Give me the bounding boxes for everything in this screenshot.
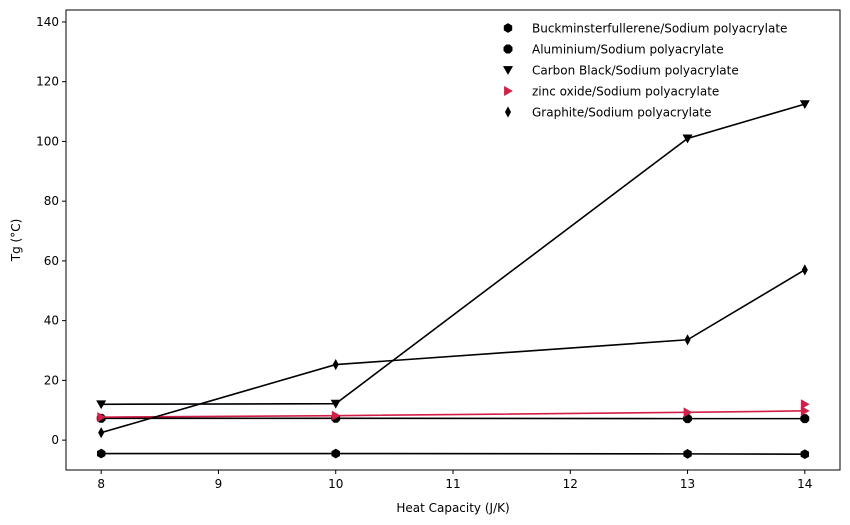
x-tick-label: 8 — [97, 477, 105, 491]
y-tick-label: 100 — [36, 134, 59, 148]
legend-marker — [502, 66, 514, 75]
data-point-graphite-sodium-polyacrylate — [98, 427, 105, 439]
data-point-zinc-oxide-sodium-polyacrylate — [800, 405, 810, 416]
data-point-carbon-black-sodium-polyacrylate — [682, 134, 693, 144]
x-tick-label: 12 — [563, 477, 578, 491]
series-layer — [96, 100, 810, 460]
series-zinc-oxide-sodium-polyacrylate — [97, 405, 810, 423]
legend-marker — [503, 23, 513, 33]
series-graphite-sodium-polyacrylate — [98, 264, 808, 439]
legend: Buckminsterfullerene/Sodium polyacrylate… — [502, 22, 787, 120]
data-point-aluminium-sodium-polyacrylate — [683, 414, 692, 424]
legend-item-aluminium-sodium-polyacrylate: Aluminium/Sodium polyacrylate — [503, 43, 724, 57]
series-line-graphite-sodium-polyacrylate — [100, 269, 806, 434]
y-tick-label: 60 — [44, 254, 59, 268]
legend-label: Buckminsterfullerene/Sodium polyacrylate — [532, 22, 787, 36]
legend-label: zinc oxide/Sodium polyacrylate — [532, 85, 719, 99]
data-point-carbon-black-sodium-polyacrylate — [330, 399, 341, 409]
data-point-aluminium-sodium-polyacrylate — [800, 414, 810, 424]
legend-item-zinc-oxide-sodium-polyacrylate: zinc oxide/Sodium polyacrylate — [504, 85, 719, 99]
data-point-buckminsterfullerene-sodium-polyacrylate — [683, 449, 692, 459]
legend-item-carbon-black-sodium-polyacrylate: Carbon Black/Sodium polyacrylate — [502, 64, 739, 78]
data-point-zinc-oxide-sodium-polyacrylate — [331, 410, 341, 421]
data-point-graphite-sodium-polyacrylate — [332, 358, 339, 371]
data-point-buckminsterfullerene-sodium-polyacrylate — [96, 448, 106, 459]
data-point-buckminsterfullerene-sodium-polyacrylate — [331, 448, 340, 459]
y-axis: 0 20 40 60 80 100 120 140 — [36, 15, 66, 447]
legend-item-buckminsterfullerene-sodium-polyacrylate: Buckminsterfullerene/Sodium polyacrylate — [503, 22, 787, 36]
series-line-buckminsterfullerene-sodium-polyacrylate — [101, 452, 805, 455]
legend-marker — [503, 44, 513, 54]
data-point-graphite-sodium-polyacrylate — [684, 334, 691, 346]
y-tick-label: 140 — [36, 15, 59, 29]
series-line-carbon-black-sodium-polyacrylate — [101, 103, 806, 406]
x-tick-label: 11 — [445, 477, 460, 491]
x-axis: 8 9 10 11 12 13 14 — [97, 470, 812, 491]
data-point-zinc-oxide-sodium-polyacrylate — [97, 412, 107, 423]
data-point-buckminsterfullerene-sodium-polyacrylate — [800, 449, 810, 460]
data-point-zinc-oxide-sodium-polyacrylate — [683, 407, 693, 418]
x-tick-label: 13 — [680, 477, 695, 491]
x-tick-label: 14 — [797, 477, 812, 491]
series-buckminsterfullerene-sodium-polyacrylate — [96, 448, 810, 460]
legend-label: Graphite/Sodium polyacrylate — [532, 106, 711, 120]
data-point-zinc-oxide-sodium-polyacrylate — [800, 399, 810, 410]
series-aluminium-sodium-polyacrylate — [96, 413, 810, 424]
y-tick-label: 0 — [51, 433, 59, 447]
legend-item-graphite-sodium-polyacrylate: Graphite/Sodium polyacrylate — [504, 106, 711, 120]
legend-label: Aluminium/Sodium polyacrylate — [532, 43, 724, 57]
x-axis-label: Heat Capacity (J/K) — [396, 501, 509, 515]
data-point-carbon-black-sodium-polyacrylate — [96, 400, 107, 410]
y-tick-label: 40 — [44, 314, 59, 328]
data-point-carbon-black-sodium-polyacrylate — [799, 100, 810, 109]
data-point-graphite-sodium-polyacrylate — [801, 264, 808, 276]
y-tick-label: 120 — [36, 75, 59, 89]
y-tick-label: 80 — [44, 194, 59, 208]
x-tick-label: 10 — [328, 477, 343, 491]
legend-marker — [504, 85, 513, 97]
legend-marker — [504, 106, 512, 118]
y-tick-label: 20 — [44, 373, 59, 387]
plot-frame — [65, 9, 841, 471]
series-carbon-black-sodium-polyacrylate — [96, 100, 810, 410]
plot-area — [65, 9, 841, 471]
series-line-zinc-oxide-sodium-polyacrylate — [101, 410, 805, 418]
x-tick-label: 9 — [215, 477, 223, 491]
legend-label: Carbon Black/Sodium polyacrylate — [532, 64, 739, 78]
y-axis-label: Tg (°C) — [9, 219, 23, 263]
